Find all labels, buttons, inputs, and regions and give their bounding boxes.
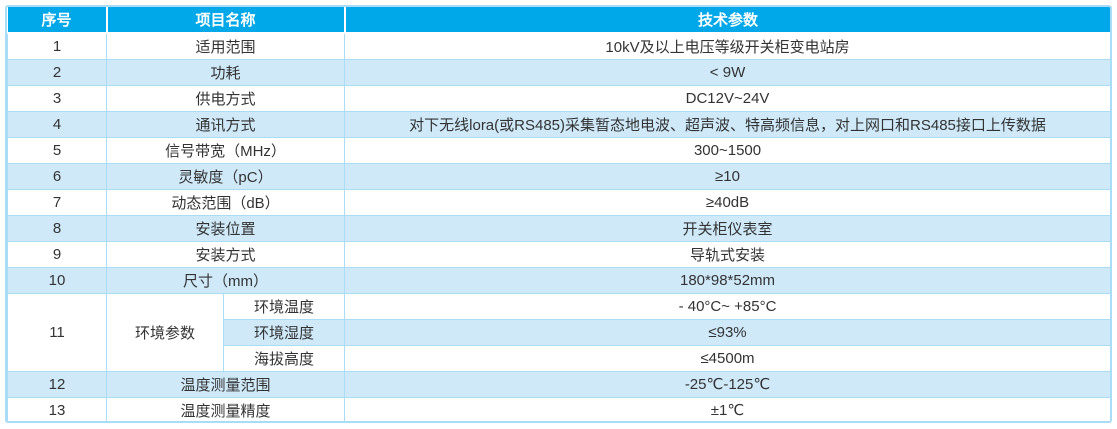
spec-table-container: 序号 项目名称 技术参数 1 适用范围 10kV及以上电压等级开关柜变电站房 2… <box>5 5 1112 423</box>
header-row: 序号 项目名称 技术参数 <box>7 7 1110 34</box>
table-row: 8 安装位置 开关柜仪表室 <box>7 214 1110 242</box>
row-value: 180*98*52mm <box>344 266 1110 294</box>
row-no: 10 <box>7 266 107 294</box>
row-name: 通讯方式 <box>105 110 346 138</box>
column-header-no: 序号 <box>7 7 108 34</box>
table-row: 12 温度测量范围 -25℃-125℃ <box>7 370 1110 398</box>
row-value: -25℃-125℃ <box>344 370 1110 398</box>
row-name: 灵敏度（pC） <box>105 162 346 190</box>
row-no: 1 <box>7 32 107 60</box>
row-value: 开关柜仪表室 <box>344 214 1110 242</box>
row-no: 11 <box>7 292 107 372</box>
row-no: 9 <box>7 240 107 268</box>
row-no: 6 <box>7 162 107 190</box>
row-no: 12 <box>7 370 107 398</box>
table-row: 6 灵敏度（pC） ≥10 <box>7 162 1110 190</box>
row-no: 8 <box>7 214 107 242</box>
table-row: 7 动态范围（dB） ≥40dB <box>7 188 1110 216</box>
row-value: ≥40dB <box>344 188 1110 216</box>
row-no: 13 <box>7 396 107 421</box>
row-name: 供电方式 <box>105 84 346 112</box>
row-name: 信号带宽（MHz） <box>105 136 346 164</box>
row-value: < 9W <box>344 58 1110 86</box>
row-no: 3 <box>7 84 107 112</box>
sub-row-value: - 40°C~ +85°C <box>344 292 1110 320</box>
sub-row-name: 环境湿度 <box>222 318 346 346</box>
column-header-value: 技术参数 <box>344 7 1110 34</box>
row-name: 动态范围（dB） <box>105 188 346 216</box>
table-row: 2 功耗 < 9W <box>7 58 1110 86</box>
row-value: 导轨式安装 <box>344 240 1110 268</box>
row-name: 安装方式 <box>105 240 346 268</box>
row-value: 10kV及以上电压等级开关柜变电站房 <box>344 32 1110 60</box>
row-name: 尺寸（mm） <box>105 266 346 294</box>
row-no: 5 <box>7 136 107 164</box>
row-value: DC12V~24V <box>344 84 1110 112</box>
table-row-env-altitude: 海拔高度 ≤4500m <box>8 344 1110 372</box>
row-value: 300~1500 <box>344 136 1110 164</box>
row-no: 4 <box>7 110 107 138</box>
row-value: ±1℃ <box>344 396 1110 421</box>
row-value: 对下无线lora(或RS485)采集暂态地电波、超声波、特高频信息，对上网口和R… <box>344 110 1110 138</box>
spec-table: 序号 项目名称 技术参数 1 适用范围 10kV及以上电压等级开关柜变电站房 2… <box>7 7 1110 421</box>
sub-row-name: 海拔高度 <box>222 344 346 372</box>
table-row: 4 通讯方式 对下无线lora(或RS485)采集暂态地电波、超声波、特高频信息… <box>7 110 1110 138</box>
row-no: 2 <box>7 58 107 86</box>
row-value: ≥10 <box>344 162 1110 190</box>
sub-row-value: ≤93% <box>344 318 1110 346</box>
table-row: 10 尺寸（mm） 180*98*52mm <box>7 266 1110 294</box>
table-row: 3 供电方式 DC12V~24V <box>7 84 1110 112</box>
row-name: 适用范围 <box>105 32 346 60</box>
row-name: 安装位置 <box>105 214 346 242</box>
table-row: 1 适用范围 10kV及以上电压等级开关柜变电站房 <box>7 32 1110 60</box>
row-name: 温度测量范围 <box>105 370 346 398</box>
sub-row-name: 环境温度 <box>222 292 346 320</box>
sub-row-value: ≤4500m <box>344 344 1110 372</box>
table-row: 9 安装方式 导轨式安装 <box>7 240 1110 268</box>
row-no: 7 <box>7 188 107 216</box>
row-name: 功耗 <box>105 58 346 86</box>
row-name: 环境参数 <box>106 292 224 372</box>
row-name: 温度测量精度 <box>105 396 346 421</box>
column-header-name: 项目名称 <box>106 7 346 34</box>
table-row-env-temp: 11 环境参数 环境温度 - 40°C~ +85°C <box>7 292 1110 372</box>
table-row: 13 温度测量精度 ±1℃ <box>7 396 1110 421</box>
table-row: 5 信号带宽（MHz） 300~1500 <box>7 136 1110 164</box>
